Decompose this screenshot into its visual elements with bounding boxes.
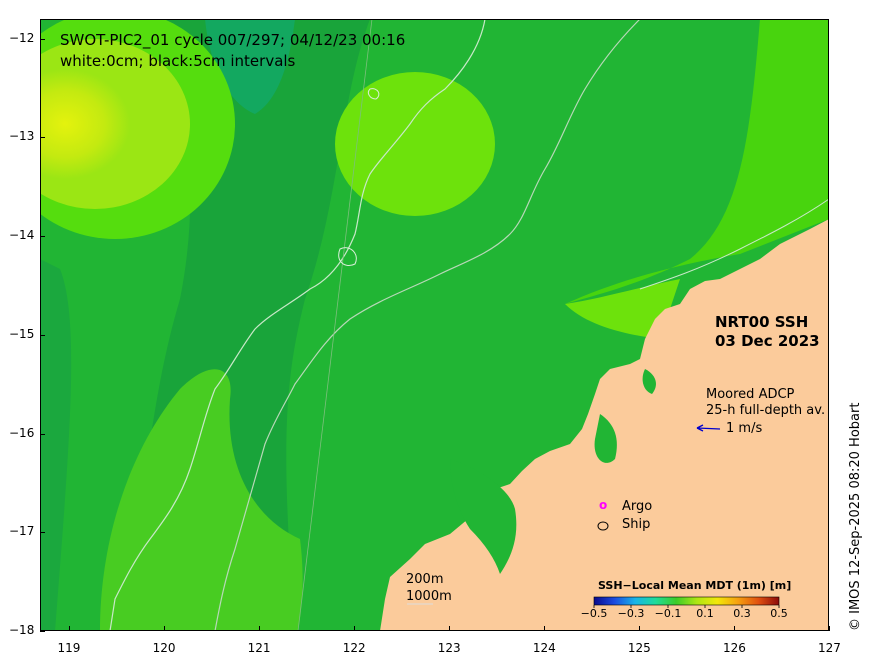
x-tick-mark xyxy=(258,626,260,631)
argo-legend-label: Argo xyxy=(622,499,653,514)
contour-1000m xyxy=(214,19,641,631)
x-tick-label: 123 xyxy=(437,641,461,655)
x-tick-label: 120 xyxy=(152,641,176,655)
product-date: 03 Dec 2023 xyxy=(715,332,820,350)
island-outline xyxy=(338,247,357,266)
x-tick-mark xyxy=(733,626,735,631)
y-tick-mark xyxy=(40,38,45,40)
colorbar-tick-label: −0.3 xyxy=(617,607,645,620)
axes-frame xyxy=(40,19,829,631)
adcp-label: Moored ADCP xyxy=(706,387,795,402)
contour-1000m-label: 1000m xyxy=(406,589,452,604)
ship-legend-icon xyxy=(597,521,609,531)
y-tick-label: −12 xyxy=(9,30,35,45)
inlet-collier-bay xyxy=(594,414,617,463)
x-tick-label: 122 xyxy=(342,641,366,655)
x-tick-label: 121 xyxy=(247,641,271,655)
adcp-averaging-label: 25-h full-depth av. xyxy=(706,403,826,418)
x-tick-label: 125 xyxy=(627,641,651,655)
y-tick-label: −17 xyxy=(9,524,35,539)
y-tick-label: −18 xyxy=(9,623,35,637)
x-tick-mark xyxy=(68,626,70,631)
y-tick-mark xyxy=(40,334,45,336)
copyright-credit: © IMOS 12-Sep-2025 08:20 Hobart xyxy=(848,402,863,631)
x-tick-mark xyxy=(543,626,545,631)
y-tick-label: −16 xyxy=(9,425,35,440)
y-tick-mark xyxy=(40,137,45,139)
map-panel: SWOT-PIC2_01 cycle 007/297; 04/12/23 00:… xyxy=(40,19,829,631)
ocean-high-south xyxy=(100,369,303,631)
y-tick-mark xyxy=(40,631,45,632)
y-tick-mark xyxy=(40,532,45,534)
eddy-north-central xyxy=(335,72,495,216)
colorbar-title: SSH−Local Mean MDT (1m) [m] xyxy=(598,579,792,592)
colorbar-tick-label: −0.1 xyxy=(654,607,682,620)
ocean-high-bonaparte xyxy=(565,279,680,339)
ocean-high-nearshore xyxy=(565,19,829,304)
adcp-scale-label: 1 m/s xyxy=(726,421,763,436)
colorbar-tick-label: 0.3 xyxy=(733,607,751,620)
colorbar-tick-label: −0.5 xyxy=(580,607,608,620)
y-tick-mark xyxy=(40,433,45,435)
x-tick-mark xyxy=(163,626,165,631)
x-tick-mark xyxy=(448,626,450,631)
contour-200m xyxy=(109,19,486,631)
x-tick-mark xyxy=(353,626,355,631)
x-tick-mark xyxy=(829,626,830,631)
inlet-prince-regent xyxy=(642,369,656,394)
x-tick-label: 124 xyxy=(532,641,556,655)
adcp-scale-arrow xyxy=(696,427,721,430)
colorbar-tick-label: 0.5 xyxy=(770,607,788,620)
eddy-west-peak xyxy=(40,69,130,179)
adcp-arrow-head xyxy=(696,424,704,432)
colorbar-tick-label: 0.1 xyxy=(696,607,714,620)
contour-200m-label: 200m xyxy=(406,572,444,587)
y-tick-label: −15 xyxy=(9,326,35,341)
king-sound xyxy=(450,459,517,574)
x-tick-label: 126 xyxy=(722,641,746,655)
y-tick-label: −14 xyxy=(9,228,35,243)
ocean-low-patch-north xyxy=(205,19,295,114)
x-tick-label: 127 xyxy=(818,641,841,655)
y-tick-label: −13 xyxy=(9,129,35,144)
colorbar xyxy=(593,596,780,606)
x-tick-mark xyxy=(638,626,640,631)
map-title: SWOT-PIC2_01 cycle 007/297; 04/12/23 00:… xyxy=(60,31,406,49)
argo-legend-icon: o xyxy=(599,498,608,512)
y-tick-mark xyxy=(40,236,45,238)
x-tick-label: 119 xyxy=(57,641,81,655)
ship-legend-label: Ship xyxy=(622,517,651,532)
contour-nearshore xyxy=(639,198,829,290)
ssh-map xyxy=(40,19,829,631)
map-subtitle: white:0cm; black:5cm intervals xyxy=(60,52,296,70)
ocean-low-band-west xyxy=(40,259,72,631)
product-name: NRT00 SSH xyxy=(715,313,809,331)
island-outline xyxy=(367,88,380,100)
colorbar-ticks xyxy=(593,605,780,608)
swot-swath-edge xyxy=(297,19,373,631)
